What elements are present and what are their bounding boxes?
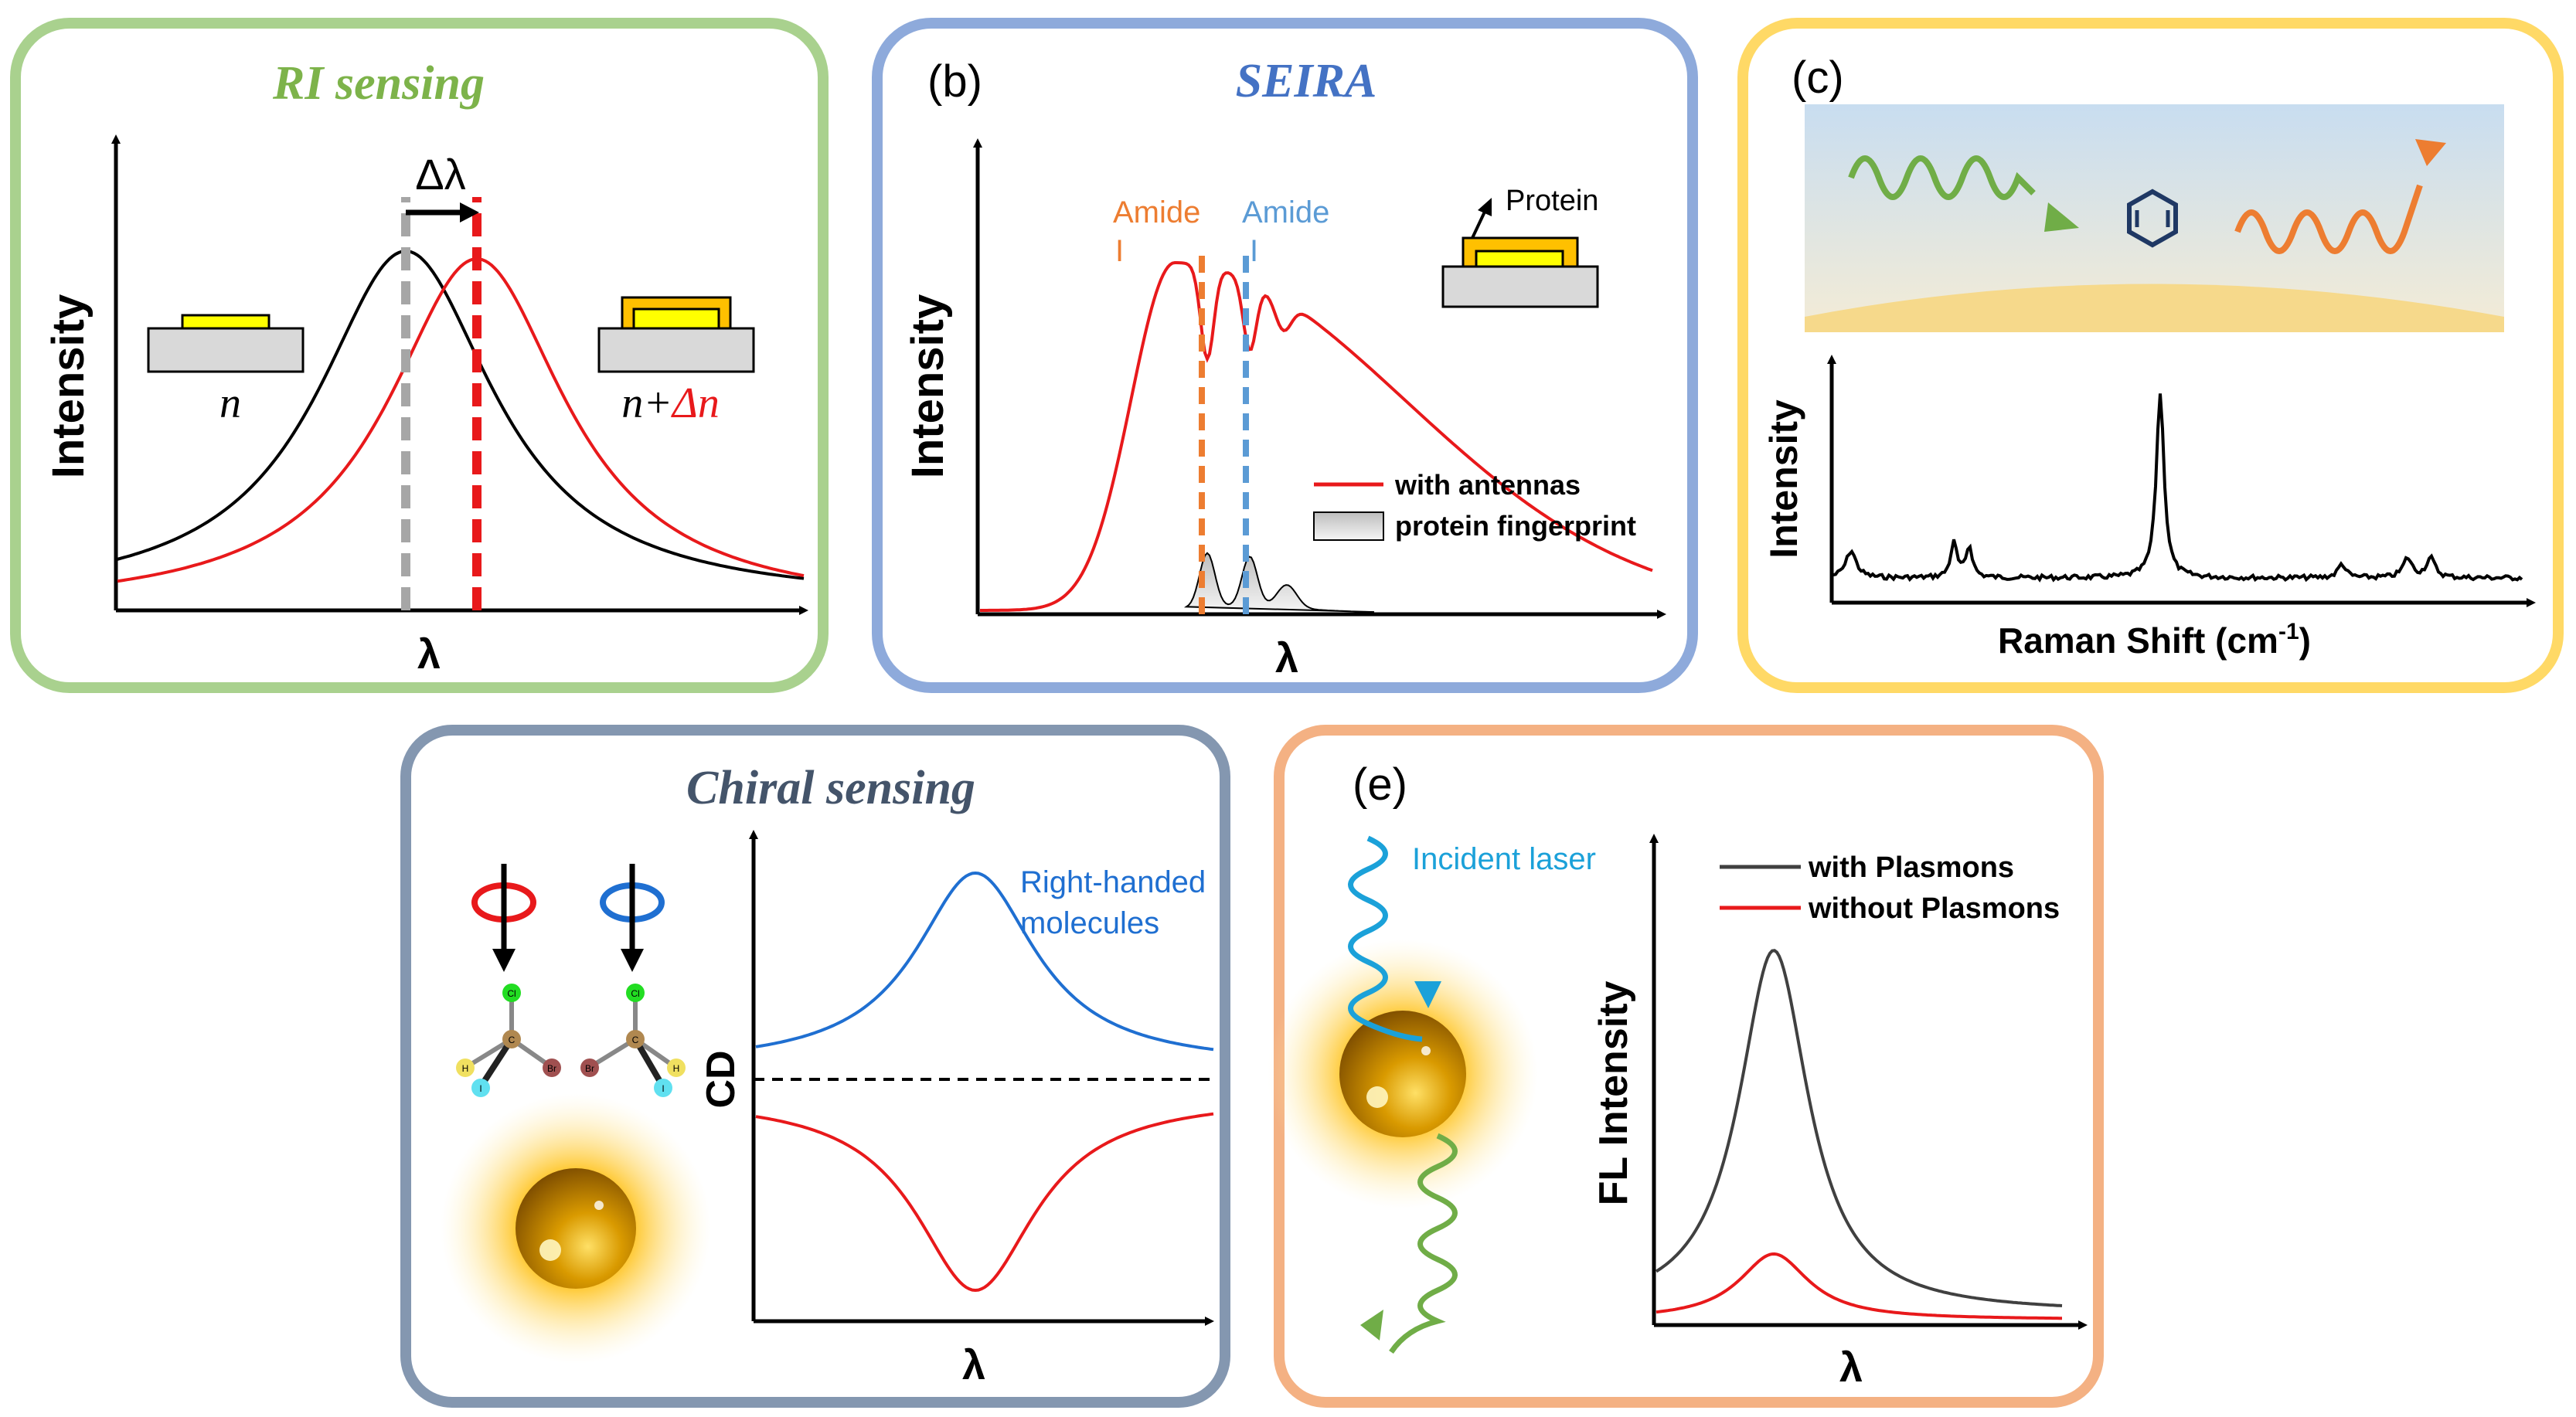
svg-text:H: H [462,1063,469,1074]
panel-c-border [1737,18,2564,693]
panel-c-xlabel: Raman Shift (cm-1) [1998,619,2311,661]
panel-b-legend-1: with antennas [1394,469,1581,501]
panel-e-legend-2: without Plasmons [1808,892,2060,925]
emission-wave-head [1360,1310,1383,1341]
panel-b-pointer-head [1478,198,1492,216]
panel-d-ylabel: CD [699,1050,744,1108]
panel-b-antenna-curve [980,261,1653,612]
svg-text:Cl: Cl [507,988,516,999]
substrate-n-dn [597,327,755,373]
svg-text:C: C [632,1035,639,1045]
benzene-icon [2127,189,2178,248]
panel-e-legend-1: with Plasmons [1808,851,2014,884]
panel-d-annotation: Right-handed [1020,865,1206,899]
panel-c: (c) Intensity Raman Shift (cm-1) [1737,18,2564,693]
incident-wave-head [2044,202,2079,232]
panel-b-amide2-label: Amide [1242,195,1329,229]
panel-e-xlabel: λ [1839,1344,1863,1391]
incident-wave [1848,155,2036,200]
panel-b-border [872,18,1698,693]
panel-b-fingerprint [1183,552,1375,613]
panel-a-curve-n [117,249,805,580]
panel-d-border [400,725,1230,1408]
gold-nanoparticle-d [516,1168,636,1289]
antenna-n [181,314,271,330]
molecule-left: Cl C H Br I [456,984,561,1097]
panel-e: (e) Incident laser FL Intensity λ with P… [1268,725,2104,1408]
molecule-right: Cl C Br H I [580,984,686,1097]
panel-d-annotation-2: molecules [1020,906,1159,940]
panel-b-ylabel: Intensity [903,294,953,479]
svg-text:I: I [479,1083,482,1094]
panel-a-n-label: n [219,379,241,427]
panel-a: RI sensing Intensity λ Δλ n n+ Δn [10,18,829,693]
raman-spectrum [1832,393,2523,583]
panel-d-right-handed-curve [755,871,1214,1052]
incident-laser-wave [1348,835,1423,1042]
panel-b-amide1-num: I [1115,234,1124,268]
panel-b-xlabel: λ [1275,635,1298,681]
panel-d-left-handed-curve [755,1112,1214,1293]
panel-b-amide2-num: I [1250,234,1258,268]
panel-e-with-plasmons-curve [1655,949,2063,1307]
panel-b-amide1-label: Amide [1113,195,1200,229]
svg-text:C: C [509,1035,516,1045]
panel-b-legend-2: protein fingerprint [1395,510,1636,542]
scattered-wave-head [2415,139,2446,166]
incident-laser-head [1414,981,1441,1008]
panel-a-shift-arrowhead [460,202,479,223]
panel-c-ylabel: Intensity [1762,399,1805,559]
substrate-n [147,327,305,373]
panel-a-xlabel: λ [417,631,441,678]
panel-a-curve-n-dn [117,257,805,583]
panel-d-title: Chiral sensing [686,762,975,814]
panel-e-without-plasmons-curve [1656,1252,2062,1320]
panel-e-incident-label: Incident laser [1412,842,1596,876]
panel-e-tag: (e) [1353,759,1407,810]
antenna-n-dn [632,308,720,330]
panel-b-protein-pointer [1471,209,1487,239]
svg-text:H: H [673,1063,680,1074]
panel-c-surface [1805,284,2504,332]
panel-b-antenna [1475,250,1564,268]
svg-text:I: I [662,1083,664,1094]
panel-c-tag: (c) [1792,53,1844,103]
svg-text:Cl: Cl [631,988,639,999]
emission-wave [1389,1133,1458,1354]
panel-d-xlabel: λ [962,1342,985,1388]
svg-text:Br: Br [547,1063,556,1074]
scattered-wave [2234,184,2423,254]
panel-a-title: RI sensing [272,57,485,110]
panel-a-delta-label: Δλ [415,150,465,199]
panel-b-tag: (b) [927,56,982,107]
panel-e-ylabel: FL Intensity [1591,981,1636,1206]
svg-text:Br: Br [585,1063,594,1074]
panel-b-title: SEIRA [1236,55,1377,107]
panel-d: Chiral sensing Cl C H Br I Cl C Br [400,725,1230,1408]
panel-b-substrate [1441,265,1599,308]
panel-b-protein-label: Protein [1506,185,1598,217]
panel-a-n2-label: n+ [621,379,672,427]
panel-b-legend-swatch [1313,511,1384,541]
panel-a-ylabel: Intensity [43,294,94,479]
panel-a-dn-label: Δn [671,379,720,427]
gold-nanoparticle-e [1339,1011,1466,1137]
panel-a-border [10,18,829,693]
panel-b: (b) SEIRA Intensity λ Amide I Amide I Pr… [872,18,1698,693]
